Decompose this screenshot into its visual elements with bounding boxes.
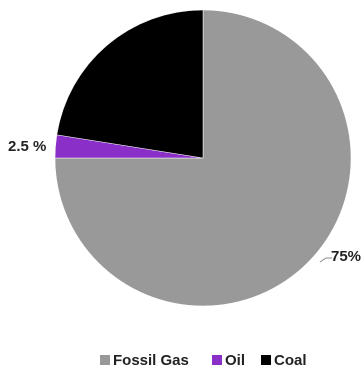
legend-swatch-fossil-gas: [100, 355, 110, 365]
leader-line-fossil-gas: [319, 257, 332, 263]
data-label-oil: 2.5 %: [8, 138, 46, 155]
legend-swatch-coal: [261, 355, 271, 365]
legend: Fossil Gas Oil Coal: [100, 352, 307, 369]
legend-label-fossil-gas: Fossil Gas: [113, 352, 189, 369]
pie-slice-coal: [56, 9, 204, 159]
pie-slices: [54, 9, 352, 307]
legend-swatch-oil: [212, 355, 222, 365]
legend-label-coal: Coal: [274, 352, 307, 369]
legend-label-oil: Oil: [225, 352, 245, 369]
data-label-fossil-gas: 75%: [331, 248, 361, 265]
